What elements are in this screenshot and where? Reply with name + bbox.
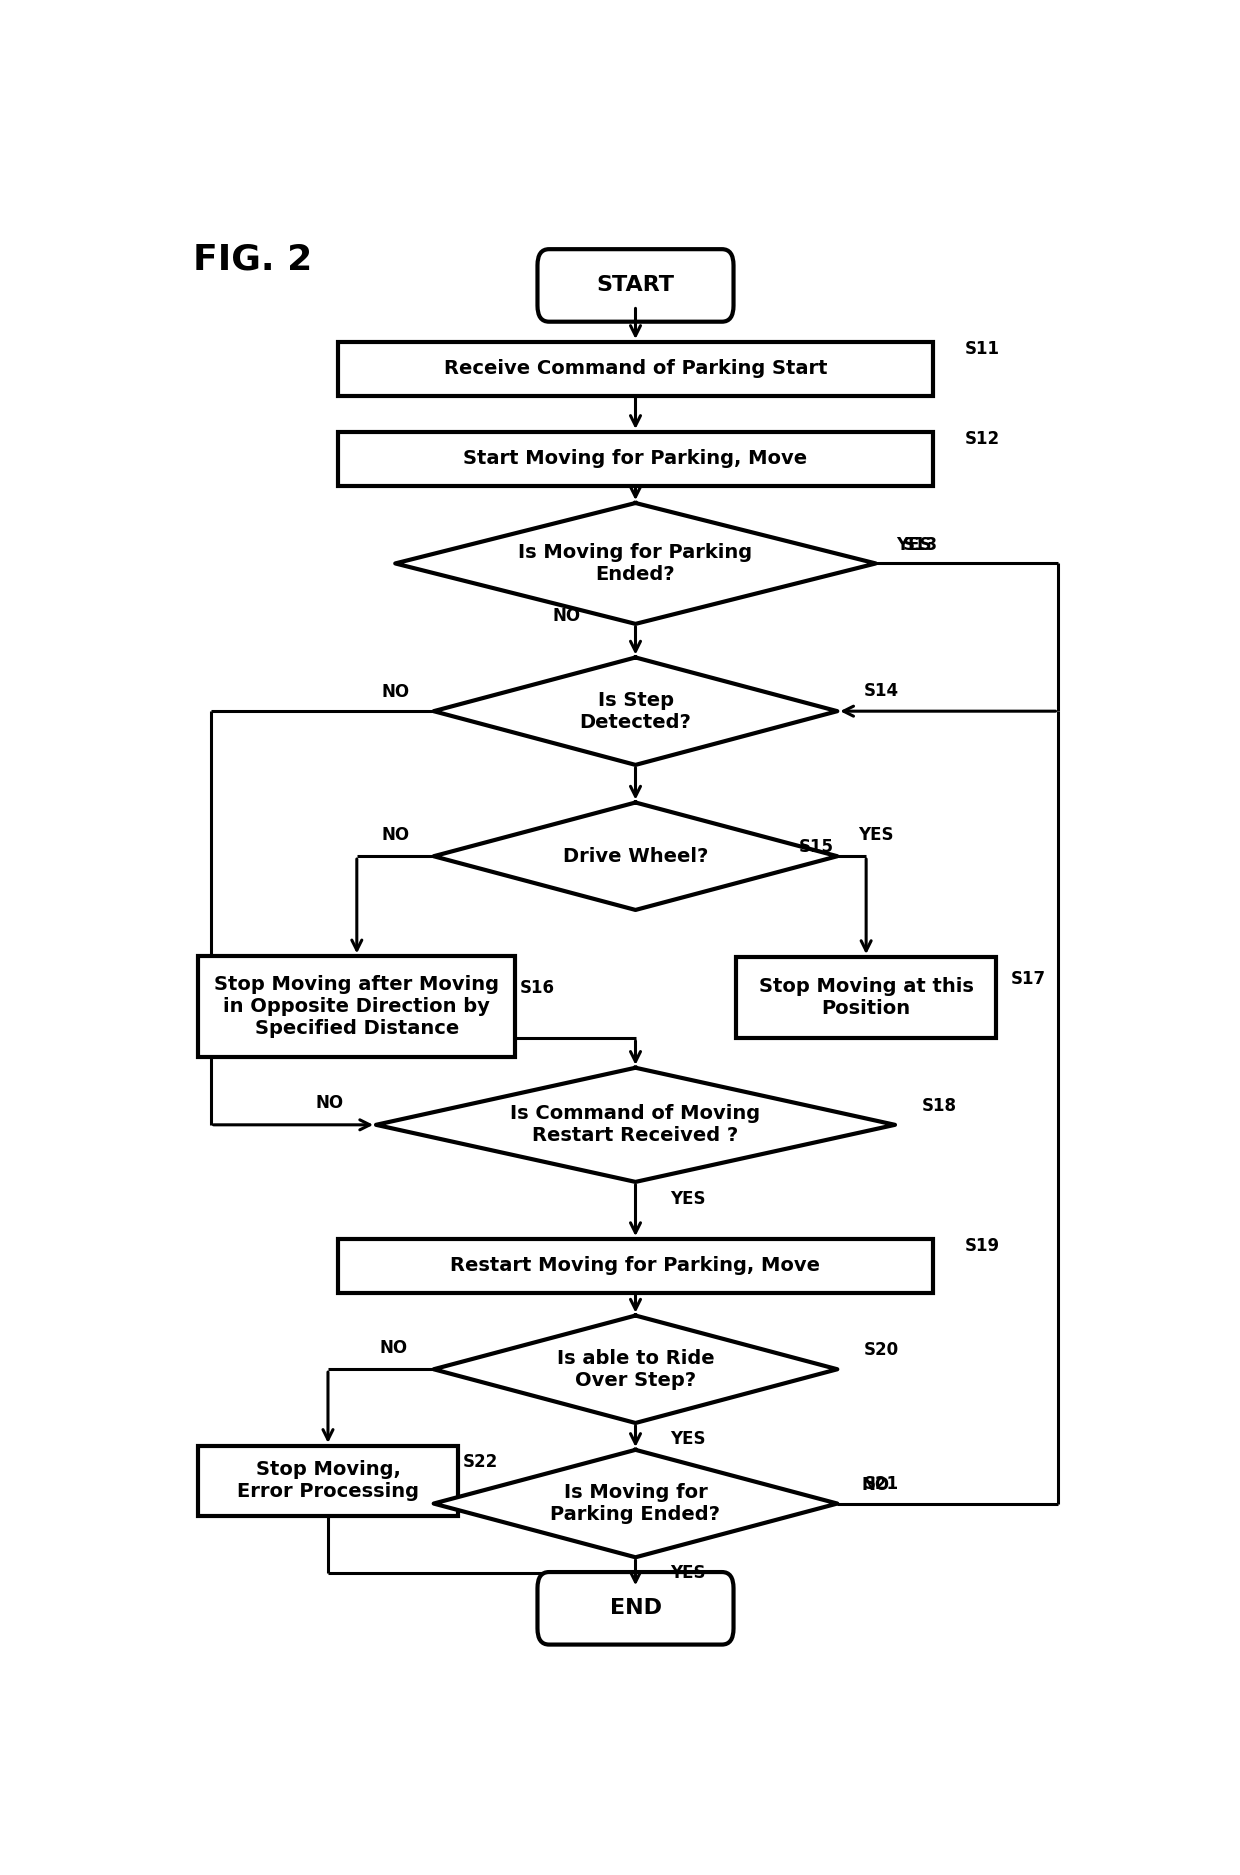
Text: NO: NO (379, 1339, 408, 1358)
Text: Is able to Ride
Over Step?: Is able to Ride Over Step? (557, 1348, 714, 1389)
Text: YES: YES (671, 1564, 706, 1582)
Text: START: START (596, 276, 675, 296)
Text: S20: S20 (864, 1341, 899, 1359)
Bar (737, 956, 996, 1037)
Text: S19: S19 (965, 1238, 1001, 1254)
Bar (337, 1239, 934, 1292)
Text: S15: S15 (799, 838, 833, 857)
Polygon shape (434, 1449, 837, 1558)
Text: FIG. 2: FIG. 2 (193, 242, 312, 276)
Text: Is Step
Detected?: Is Step Detected? (579, 690, 692, 731)
Text: YES: YES (858, 825, 894, 844)
Text: S21: S21 (864, 1476, 899, 1492)
Text: NO: NO (381, 825, 409, 844)
Polygon shape (434, 802, 837, 909)
Bar (337, 431, 934, 486)
Text: YES: YES (671, 1431, 706, 1448)
Polygon shape (434, 658, 837, 765)
FancyBboxPatch shape (537, 249, 734, 322)
Text: Stop Moving at this
Position: Stop Moving at this Position (759, 977, 973, 1018)
Polygon shape (376, 1067, 895, 1181)
Text: S17: S17 (1011, 969, 1045, 988)
Text: S18: S18 (921, 1097, 957, 1116)
Bar (337, 341, 934, 396)
Text: NO: NO (381, 682, 409, 701)
Text: NO: NO (316, 1095, 343, 1112)
Text: Is Moving for Parking
Ended?: Is Moving for Parking Ended? (518, 544, 753, 583)
Text: Restart Moving for Parking, Move: Restart Moving for Parking, Move (450, 1256, 821, 1275)
Text: Stop Moving,
Error Processing: Stop Moving, Error Processing (237, 1461, 419, 1502)
Text: S13: S13 (903, 536, 937, 553)
Text: YES: YES (671, 1191, 706, 1208)
Text: Start Moving for Parking, Move: Start Moving for Parking, Move (464, 450, 807, 469)
Text: NO: NO (552, 608, 580, 624)
Text: S14: S14 (864, 682, 899, 701)
Text: NO: NO (862, 1476, 890, 1494)
Polygon shape (396, 503, 875, 624)
Text: S12: S12 (965, 429, 1001, 448)
Text: S16: S16 (521, 979, 556, 998)
Text: END: END (610, 1598, 661, 1618)
Text: S11: S11 (965, 339, 1001, 358)
Text: YES: YES (897, 536, 932, 553)
Polygon shape (434, 1316, 837, 1423)
FancyBboxPatch shape (537, 1571, 734, 1644)
Text: Stop Moving after Moving
in Opposite Direction by
Specified Distance: Stop Moving after Moving in Opposite Dir… (215, 975, 500, 1039)
Bar (198, 956, 516, 1058)
Text: Drive Wheel?: Drive Wheel? (563, 848, 708, 866)
Text: Is Moving for
Parking Ended?: Is Moving for Parking Ended? (551, 1483, 720, 1524)
Text: Receive Command of Parking Start: Receive Command of Parking Start (444, 360, 827, 379)
Text: S22: S22 (463, 1453, 497, 1472)
Bar (198, 1446, 458, 1515)
Text: Is Command of Moving
Restart Received ?: Is Command of Moving Restart Received ? (511, 1104, 760, 1146)
